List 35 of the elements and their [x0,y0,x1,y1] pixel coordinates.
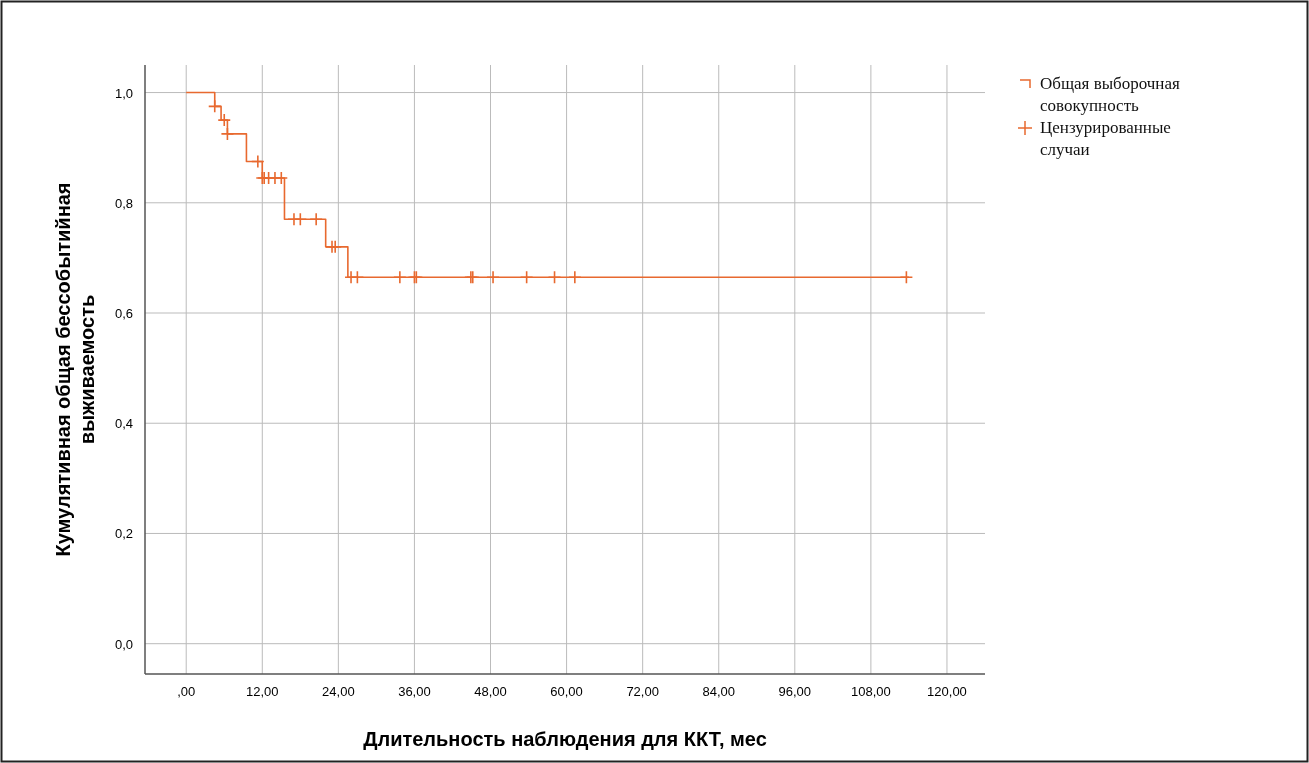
point [293,212,308,227]
y-tick-label: 0,4 [114,416,133,432]
point [274,171,289,185]
x-axis-title: Длительность наблюдения для ККТ, мес [363,728,767,750]
x-tick-label: 108,00 [851,684,891,699]
legend-label: Цензурированные случаи [1040,118,1171,159]
point [519,270,534,284]
x-tick-label: 24,00 [322,684,355,699]
point [251,154,265,169]
point [350,270,365,284]
point [486,270,500,284]
point [568,270,582,284]
point [393,270,407,284]
y-axis-title: Кумулятивная общая бессобытийная выживаемость [52,182,98,557]
x-tick-label: 84,00 [702,684,736,699]
x-tick-label: 72,00 [626,684,659,699]
point [547,270,562,284]
point [220,127,235,141]
x-tick-label: 120,00 [927,684,967,699]
x-tick-label: 48,00 [474,684,507,699]
x-tick-label: 96,00 [778,684,812,699]
x-tick-label: 12,00 [246,684,279,699]
point [309,212,323,227]
legend-label: Общая выборочная совокупность [1040,74,1180,115]
y-tick-label: 0,6 [114,306,133,322]
point [899,270,914,284]
y-tick-label: 0,2 [114,526,133,542]
y-tick-label: 1,0 [114,85,133,101]
x-tick-label: ,00 [177,684,196,699]
x-tick-label: 60,00 [550,684,583,699]
point [217,113,232,127]
point [207,99,222,114]
y-tick-label: 0,0 [114,636,133,652]
x-tick-label: 36,00 [398,684,431,699]
y-tick-label: 0,8 [114,195,133,211]
